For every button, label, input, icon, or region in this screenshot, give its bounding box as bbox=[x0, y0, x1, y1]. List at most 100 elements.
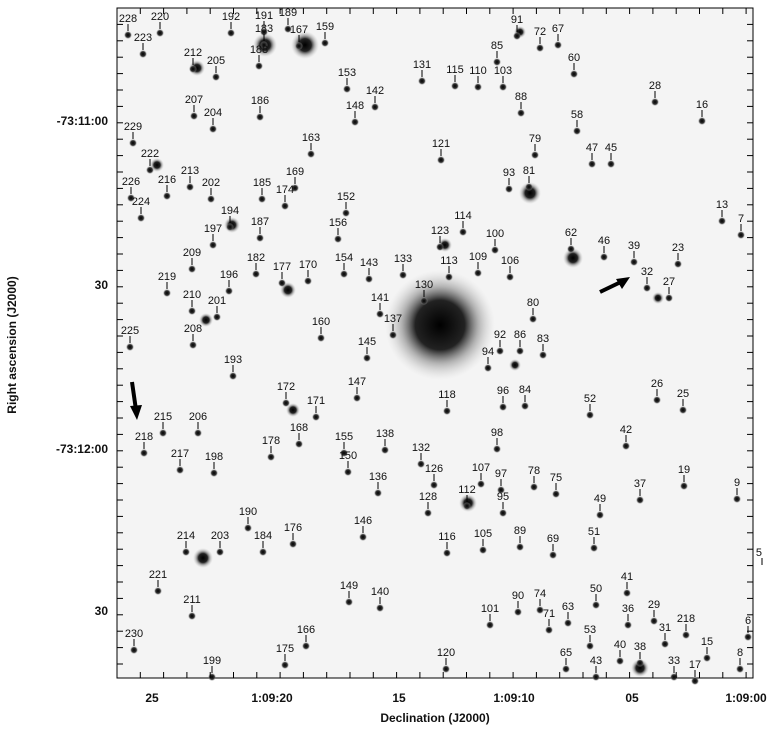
star-label: 225 bbox=[121, 325, 139, 337]
star bbox=[499, 509, 507, 517]
star-label: 197 bbox=[204, 223, 222, 235]
star-label: 152 bbox=[337, 191, 355, 203]
star bbox=[718, 217, 726, 225]
star-label: 103 bbox=[494, 65, 512, 77]
star bbox=[289, 540, 297, 548]
star-label: 230 bbox=[125, 628, 143, 640]
star bbox=[304, 277, 312, 285]
star bbox=[424, 509, 432, 517]
star bbox=[505, 185, 513, 193]
star-label: 153 bbox=[338, 67, 356, 79]
star-label: 52 bbox=[584, 393, 596, 405]
star bbox=[623, 589, 631, 597]
star bbox=[363, 354, 371, 362]
arrow-head bbox=[130, 405, 142, 420]
star-label: 74 bbox=[534, 588, 546, 600]
star bbox=[436, 243, 444, 251]
star-label: 107 bbox=[472, 462, 490, 474]
star bbox=[417, 460, 425, 468]
star bbox=[156, 29, 164, 37]
star bbox=[212, 73, 220, 81]
star-label: 183 bbox=[255, 23, 273, 35]
star-label: 116 bbox=[438, 531, 456, 543]
star-label: 187 bbox=[251, 216, 269, 228]
x-tick-label: 1:09:20 bbox=[251, 691, 293, 705]
star-label: 65 bbox=[560, 647, 572, 659]
star bbox=[463, 502, 471, 510]
star-label: 89 bbox=[514, 525, 526, 537]
star bbox=[737, 231, 745, 239]
bright-star bbox=[563, 248, 583, 268]
star-label: 188 bbox=[250, 44, 268, 56]
star bbox=[682, 631, 690, 639]
bright-star bbox=[509, 359, 521, 371]
star-label: 223 bbox=[134, 32, 152, 44]
star bbox=[530, 483, 538, 491]
star bbox=[209, 125, 217, 133]
bright-star bbox=[199, 313, 213, 327]
star-label: 193 bbox=[224, 354, 242, 366]
star-label: 136 bbox=[369, 471, 387, 483]
bright-star bbox=[291, 31, 319, 59]
star-label: 75 bbox=[550, 472, 562, 484]
star bbox=[317, 334, 325, 342]
arrow-head bbox=[616, 277, 630, 289]
star-label: 42 bbox=[620, 424, 632, 436]
star-label: 90 bbox=[512, 590, 524, 602]
star-label: 228 bbox=[119, 13, 137, 25]
star-label: 106 bbox=[501, 255, 519, 267]
star-label: 169 bbox=[286, 166, 304, 178]
star-label: 15 bbox=[701, 636, 713, 648]
star bbox=[227, 29, 235, 37]
star-label: 132 bbox=[412, 442, 430, 454]
star bbox=[213, 313, 221, 321]
star-label: 159 bbox=[316, 21, 334, 33]
star-label: 143 bbox=[360, 257, 378, 269]
star-label: 168 bbox=[290, 422, 308, 434]
star bbox=[374, 489, 382, 497]
star-label: 7 bbox=[738, 213, 744, 225]
star-label: 109 bbox=[469, 251, 487, 263]
star bbox=[586, 642, 594, 650]
star bbox=[126, 343, 134, 351]
star bbox=[443, 407, 451, 415]
y-tick-label: 30 bbox=[95, 278, 109, 292]
star-label: 192 bbox=[222, 11, 240, 23]
star-label: 216 bbox=[158, 174, 176, 186]
star bbox=[260, 41, 268, 49]
star bbox=[506, 273, 514, 281]
star-label: 156 bbox=[329, 217, 347, 229]
star bbox=[399, 271, 407, 279]
star bbox=[188, 265, 196, 273]
star-label: 40 bbox=[614, 639, 626, 651]
star-label: 202 bbox=[202, 177, 220, 189]
star bbox=[484, 364, 492, 372]
star-label: 167 bbox=[290, 24, 308, 36]
star bbox=[624, 621, 632, 629]
star bbox=[312, 413, 320, 421]
star bbox=[562, 665, 570, 673]
star-label: 13 bbox=[716, 199, 728, 211]
y-tick-label: 30 bbox=[95, 604, 109, 618]
star bbox=[140, 449, 148, 457]
star-label: 229 bbox=[124, 121, 142, 133]
star-label: 31 bbox=[659, 622, 671, 634]
star bbox=[679, 406, 687, 414]
star-label: 78 bbox=[528, 465, 540, 477]
star-label: 39 bbox=[628, 240, 640, 252]
star bbox=[513, 32, 521, 40]
star-label: 23 bbox=[672, 242, 684, 254]
star bbox=[210, 469, 218, 477]
star-label: 146 bbox=[354, 515, 372, 527]
star bbox=[691, 677, 699, 685]
star-label: 36 bbox=[622, 603, 634, 615]
star bbox=[570, 70, 578, 78]
star-label: 196 bbox=[220, 269, 238, 281]
star-label: 19 bbox=[678, 464, 690, 476]
star bbox=[129, 139, 137, 147]
star-label: 155 bbox=[335, 431, 353, 443]
star bbox=[255, 62, 263, 70]
star bbox=[607, 160, 615, 168]
star bbox=[189, 341, 197, 349]
star bbox=[365, 275, 373, 283]
